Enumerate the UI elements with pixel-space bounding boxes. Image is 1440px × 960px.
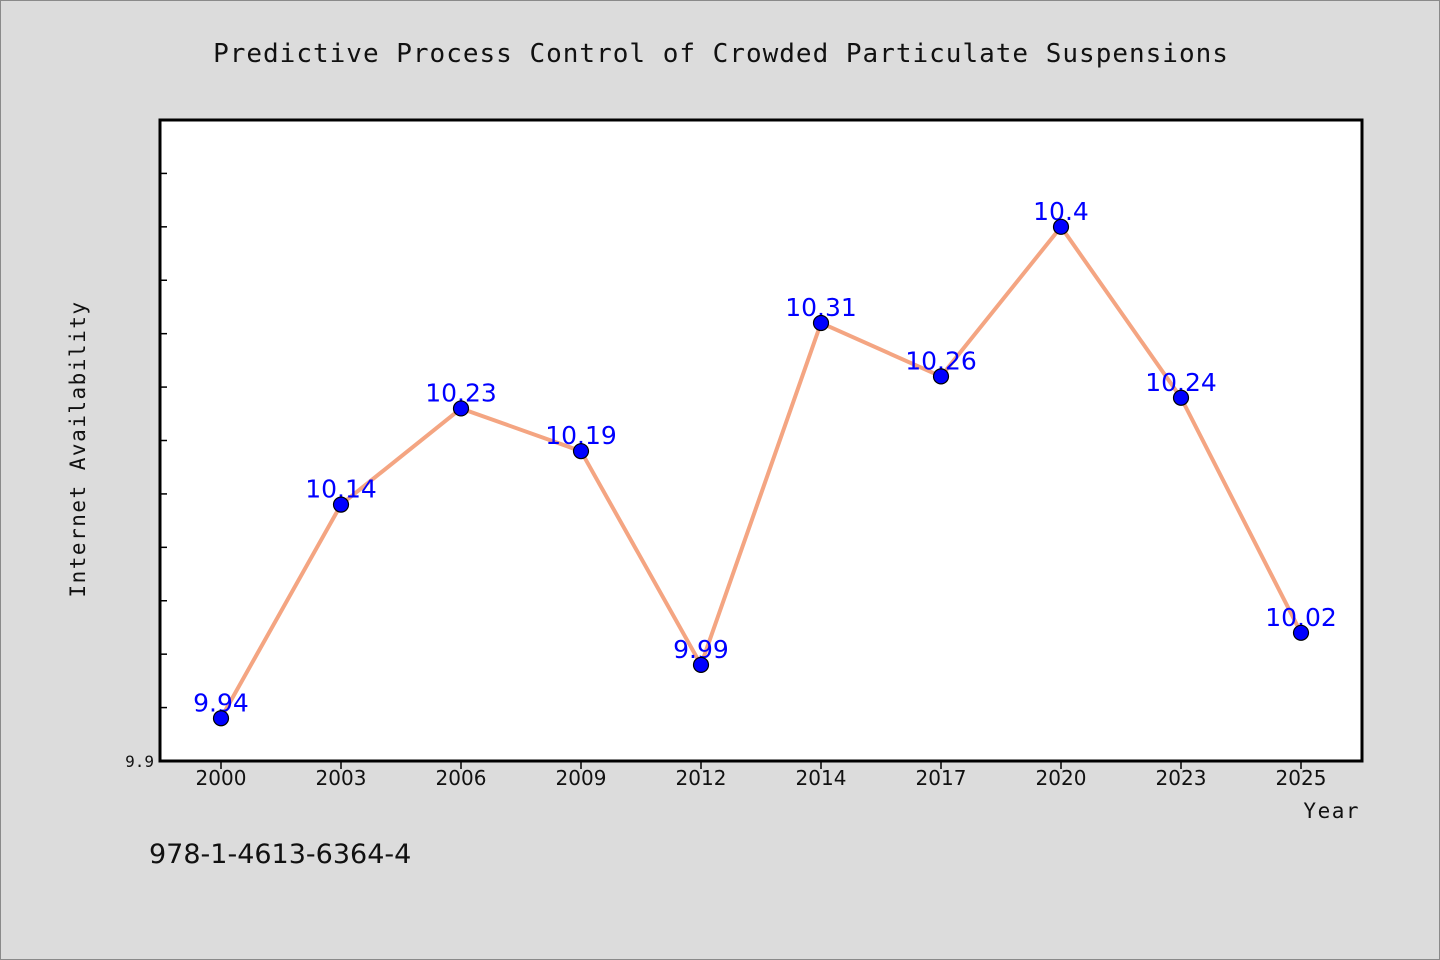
- data-point: [932, 368, 950, 385]
- data-point: [212, 710, 230, 727]
- y-tick-label: 9.9: [125, 752, 154, 771]
- data-point: [1052, 218, 1070, 235]
- data-point: [452, 400, 470, 417]
- x-tick-label: 2000: [196, 766, 247, 790]
- x-tick-label: 2003: [316, 766, 367, 790]
- data-point: [812, 314, 830, 332]
- series-group: 9.9410.1410.2310.199.9910.3110.2610.410.…: [193, 197, 1337, 727]
- x-tick-label: 2006: [436, 766, 487, 790]
- x-axis-ticks: 2000 2003 2006 2009 2012 2014 2017 2020 2023 2025: [196, 761, 1327, 790]
- y-axis-label: Internet Availability: [66, 300, 90, 597]
- x-tick-label: 2012: [676, 766, 727, 790]
- x-tick-label: 2009: [556, 766, 607, 790]
- x-tick-label: 2014: [796, 766, 847, 790]
- footnote: 978-1-4613-6364-4: [149, 839, 411, 870]
- x-tick-label: 2020: [1036, 766, 1087, 790]
- x-axis-label: Year: [1303, 799, 1360, 823]
- data-point: [332, 496, 350, 513]
- data-point: [572, 443, 590, 460]
- chart-title: Predictive Process Control of Crowded Pa…: [213, 39, 1229, 69]
- data-point: [1292, 624, 1310, 641]
- x-tick-label: 2025: [1276, 766, 1327, 790]
- y-axis-ticks: 9.9: [125, 172, 167, 771]
- data-point: [1172, 389, 1190, 406]
- x-tick-label: 2017: [916, 766, 967, 790]
- series-line: [219, 224, 1303, 720]
- plot-area: [158, 118, 1364, 763]
- x-tick-label: 2023: [1156, 766, 1207, 790]
- data-point: [692, 656, 710, 673]
